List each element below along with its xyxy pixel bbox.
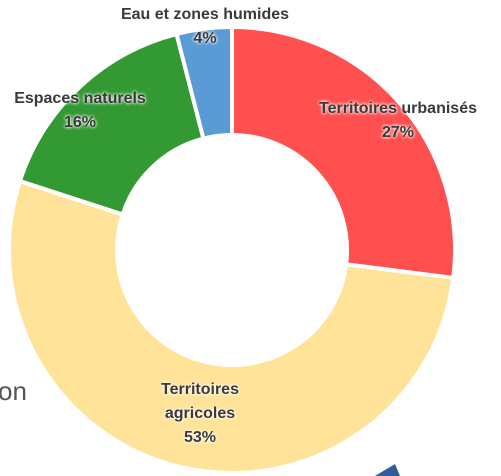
slice-label: Territoires agricoles 53% xyxy=(145,378,255,450)
slice-label: Territoires urbanisés 27% xyxy=(319,97,477,145)
decoration xyxy=(375,464,400,476)
value-label: 16% xyxy=(63,114,97,131)
category-label: Territoires agricoles xyxy=(161,381,239,422)
donut-slice xyxy=(230,24,457,281)
category-label: Territoires urbanisés xyxy=(319,100,477,117)
value-label: 53% xyxy=(183,429,217,446)
value-label: 4% xyxy=(193,30,217,47)
slice-label: Eau et zones humides 4% xyxy=(121,3,289,51)
donut-slice xyxy=(174,24,234,142)
slice-label: Espaces naturels 16% xyxy=(14,87,146,135)
value-label: 27% xyxy=(381,124,415,141)
category-label: Eau et zones humides xyxy=(120,6,290,23)
donut-slice xyxy=(7,178,456,475)
donut-slice xyxy=(17,31,206,217)
category-label: Espaces naturels xyxy=(14,90,146,107)
background-text: on xyxy=(0,376,27,406)
